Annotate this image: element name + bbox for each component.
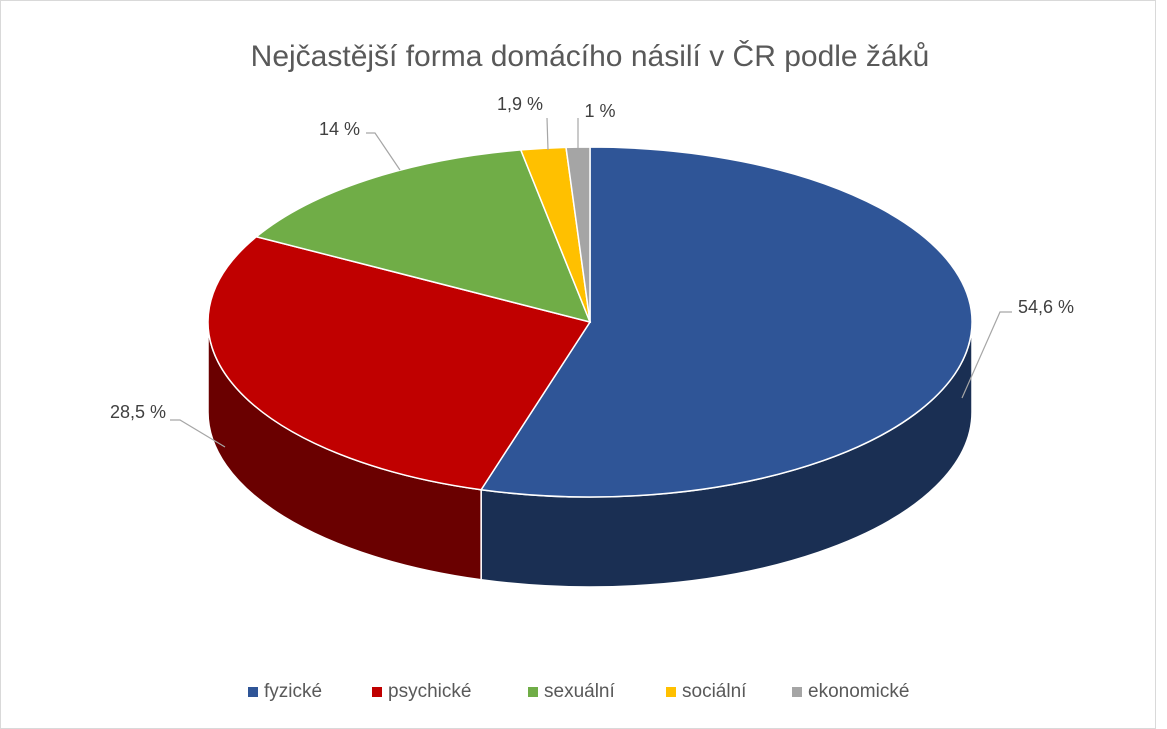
legend-label: fyzické — [264, 681, 322, 702]
legend-swatch — [372, 687, 382, 697]
legend-label: psychické — [388, 681, 471, 702]
leader-line — [546, 117, 549, 151]
data-label: 14 % — [319, 119, 360, 139]
legend-label: sociální — [682, 681, 747, 702]
legend-swatch — [792, 687, 802, 697]
legend-swatch — [666, 687, 676, 697]
legend-label: ekonomické — [808, 681, 909, 702]
legend-label: sexuální — [544, 681, 615, 702]
chart-title: Nejčastější forma domácího násilí v ČR p… — [251, 39, 930, 73]
leader-line — [961, 311, 1012, 399]
data-label: 1,9 % — [497, 94, 543, 114]
legend-swatch — [248, 687, 258, 697]
pie-slice — [207, 235, 592, 491]
pie-slice — [479, 146, 973, 498]
pie-slice — [254, 149, 592, 324]
data-label: 1 % — [584, 101, 615, 121]
data-label: 54,6 % — [1018, 297, 1074, 317]
data-label: 28,5 % — [110, 402, 166, 422]
legend-swatch — [528, 687, 538, 697]
leader-line — [170, 419, 226, 448]
leader-line — [366, 132, 401, 171]
